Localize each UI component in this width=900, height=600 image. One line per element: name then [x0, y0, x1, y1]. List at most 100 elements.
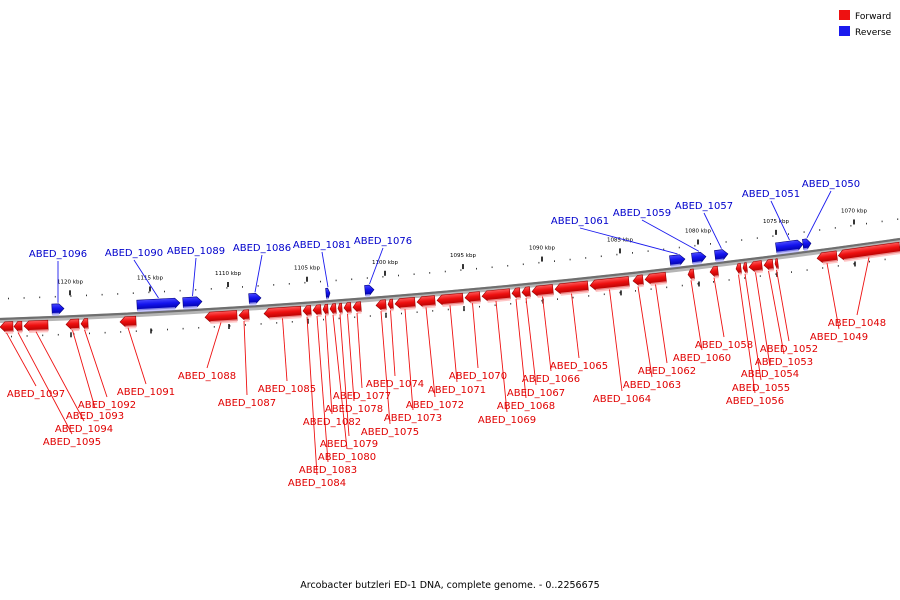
gene-abed-1052[interactable] — [774, 258, 779, 271]
label-abed-1090[interactable]: ABED_1090 — [105, 248, 163, 259]
label-abed-1049[interactable]: ABED_1049 — [810, 332, 868, 343]
gene-arrow[interactable] — [248, 292, 262, 304]
gene-abed-1049[interactable] — [816, 250, 838, 266]
label-abed-1095[interactable]: ABED_1095 — [43, 437, 101, 448]
gene-abed-1062[interactable] — [644, 271, 667, 286]
gene-arrow[interactable] — [714, 249, 729, 261]
label-abed-1071[interactable]: ABED_1071 — [428, 385, 486, 396]
label-abed-1061[interactable]: ABED_1061 — [551, 216, 609, 227]
label-abed-1079[interactable]: ABED_1079 — [320, 439, 378, 450]
label-abed-1062[interactable]: ABED_1062 — [638, 366, 696, 377]
gene-abed-1054[interactable] — [748, 260, 763, 275]
label-abed-1054[interactable]: ABED_1054 — [741, 369, 799, 380]
gene-abed-1083[interactable] — [312, 304, 322, 318]
gene-arrow[interactable] — [238, 309, 250, 321]
label-abed-1080[interactable]: ABED_1080 — [318, 452, 376, 463]
label-abed-1085[interactable]: ABED_1085 — [258, 384, 316, 395]
gene-arrow[interactable] — [0, 321, 14, 333]
gene-abed-1080[interactable] — [329, 303, 337, 316]
label-abed-1097[interactable]: ABED_1097 — [7, 389, 65, 400]
gene-abed-1074[interactable] — [387, 298, 394, 312]
label-abed-1055[interactable]: ABED_1055 — [732, 383, 790, 394]
gene-abed-1085[interactable] — [263, 305, 302, 321]
gene-arrow[interactable] — [735, 262, 742, 274]
label-abed-1092[interactable]: ABED_1092 — [78, 400, 136, 411]
gene-abed-1094[interactable] — [23, 319, 49, 333]
gene-arrow[interactable] — [13, 320, 23, 332]
gene-abed-1089[interactable] — [182, 296, 203, 310]
gene-arrow[interactable] — [802, 238, 812, 250]
gene-abed-1053[interactable] — [763, 258, 774, 272]
label-abed-1082[interactable]: ABED_1082 — [303, 417, 361, 428]
label-abed-1060[interactable]: ABED_1060 — [673, 353, 731, 364]
gene-abed-1091[interactable] — [119, 315, 137, 329]
gene-abed-1090[interactable] — [136, 297, 181, 313]
gene-abed-1065[interactable] — [554, 280, 589, 296]
gene-abed-1077[interactable] — [352, 301, 362, 315]
gene-abed-1092[interactable] — [80, 318, 89, 331]
gene-abed-1071[interactable] — [436, 292, 464, 307]
gene-abed-1097[interactable] — [0, 321, 14, 334]
gene-abed-1086[interactable] — [248, 292, 262, 306]
label-abed-1070[interactable]: ABED_1070 — [449, 371, 507, 382]
label-abed-1056[interactable]: ABED_1056 — [726, 396, 784, 407]
gene-arrow[interactable] — [65, 318, 80, 330]
gene-abed-1096[interactable] — [51, 303, 65, 317]
gene-abed-1060[interactable] — [687, 268, 695, 282]
gene-arrow[interactable] — [387, 298, 394, 310]
gene-abed-1059[interactable] — [691, 251, 707, 266]
label-abed-1059[interactable]: ABED_1059 — [613, 208, 671, 219]
gene-arrow[interactable] — [742, 262, 748, 274]
gene-abed-1087[interactable] — [238, 309, 250, 323]
gene-abed-1048[interactable] — [837, 241, 900, 262]
gene-arrow[interactable] — [302, 305, 312, 316]
label-abed-1078[interactable]: ABED_1078 — [325, 404, 383, 415]
label-abed-1088[interactable]: ABED_1088 — [178, 371, 236, 382]
gene-abed-1095[interactable] — [13, 320, 23, 334]
label-abed-1096[interactable]: ABED_1096 — [29, 249, 87, 260]
gene-abed-1082[interactable] — [322, 303, 329, 317]
gene-abed-1093[interactable] — [65, 318, 80, 332]
gene-abed-1079[interactable] — [337, 302, 343, 316]
label-abed-1065[interactable]: ABED_1065 — [550, 361, 608, 372]
label-abed-1093[interactable]: ABED_1093 — [66, 411, 124, 422]
gene-abed-1076[interactable] — [364, 284, 375, 298]
gene-abed-1063[interactable] — [632, 274, 644, 288]
gene-arrow[interactable] — [80, 318, 89, 330]
label-abed-1094[interactable]: ABED_1094 — [55, 424, 113, 435]
gene-abed-1058[interactable] — [709, 265, 719, 279]
gene-arrow[interactable] — [774, 258, 779, 270]
gene-arrow[interactable] — [322, 303, 329, 315]
gene-arrow[interactable] — [136, 297, 181, 311]
gene-abed-1078[interactable] — [343, 302, 352, 315]
gene-abed-1057[interactable] — [714, 249, 729, 263]
gene-abed-1051[interactable] — [775, 239, 804, 255]
label-abed-1089[interactable]: ABED_1089 — [167, 246, 225, 257]
gene-abed-1073[interactable] — [394, 296, 416, 311]
label-abed-1091[interactable]: ABED_1091 — [117, 387, 175, 398]
gene-arrow[interactable] — [329, 303, 337, 315]
gene-arrow[interactable] — [325, 287, 331, 299]
label-abed-1077[interactable]: ABED_1077 — [333, 391, 391, 402]
label-abed-1066[interactable]: ABED_1066 — [522, 374, 580, 385]
gene-abed-1056[interactable] — [735, 262, 742, 276]
label-abed-1072[interactable]: ABED_1072 — [406, 400, 464, 411]
gene-abed-1066[interactable] — [531, 284, 554, 299]
label-abed-1067[interactable]: ABED_1067 — [507, 388, 565, 399]
gene-arrow[interactable] — [691, 251, 707, 264]
label-abed-1084[interactable]: ABED_1084 — [288, 478, 346, 489]
label-abed-1058[interactable]: ABED_1058 — [695, 340, 753, 351]
gene-arrow[interactable] — [312, 304, 322, 316]
label-abed-1073[interactable]: ABED_1073 — [384, 413, 442, 424]
label-abed-1052[interactable]: ABED_1052 — [760, 344, 818, 355]
gene-abed-1068[interactable] — [511, 287, 521, 301]
label-abed-1075[interactable]: ABED_1075 — [361, 427, 419, 438]
gene-abed-1067[interactable] — [521, 286, 531, 300]
gene-abed-1081[interactable] — [325, 287, 331, 301]
gene-arrow[interactable] — [51, 303, 65, 315]
gene-arrow[interactable] — [352, 301, 362, 313]
gene-abed-1061[interactable] — [669, 254, 686, 268]
gene-abed-1084[interactable] — [302, 305, 312, 318]
gene-abed-1088[interactable] — [204, 310, 238, 325]
gene-arrow[interactable] — [337, 302, 343, 314]
